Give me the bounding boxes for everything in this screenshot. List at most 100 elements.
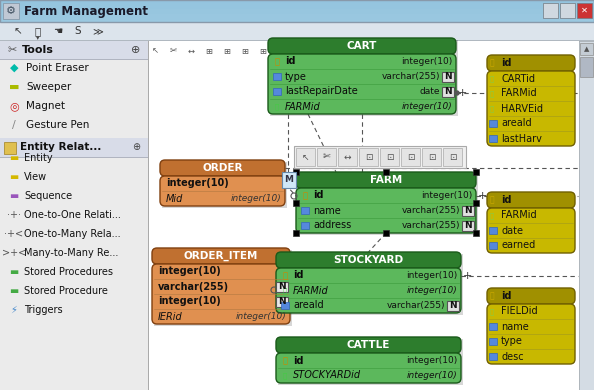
Bar	[442, 87, 454, 96]
FancyBboxPatch shape	[276, 353, 461, 383]
Bar	[380, 148, 399, 166]
Text: id: id	[501, 195, 511, 205]
Text: Stored Procedure: Stored Procedure	[24, 286, 108, 296]
Text: ·+·: ·+·	[7, 210, 21, 220]
Text: lastHarv: lastHarv	[501, 133, 542, 144]
Text: Stored Procedures: Stored Procedures	[24, 267, 113, 277]
Bar	[489, 353, 497, 360]
Text: lastRepairDate: lastRepairDate	[285, 87, 358, 96]
Bar	[317, 148, 336, 166]
Text: Tools: Tools	[22, 45, 54, 55]
Bar	[0, 12, 594, 13]
Bar	[273, 73, 281, 80]
Text: id: id	[501, 58, 511, 68]
Text: integer(10): integer(10)	[406, 286, 457, 295]
FancyBboxPatch shape	[487, 192, 575, 208]
Bar	[270, 40, 458, 116]
Bar	[0, 1, 594, 2]
Bar	[293, 230, 299, 236]
Text: IERid: IERid	[158, 312, 183, 321]
Bar	[489, 135, 497, 142]
Text: varchar(255): varchar(255)	[402, 206, 460, 215]
Bar	[0, 2, 594, 3]
Text: N: N	[278, 282, 286, 291]
Text: ⊞: ⊞	[206, 46, 213, 55]
Text: Sweeper: Sweeper	[26, 82, 71, 92]
Bar	[0, 9, 594, 10]
Bar	[560, 3, 575, 18]
Bar	[0, 18, 594, 19]
Bar	[473, 200, 479, 206]
Text: N: N	[444, 72, 452, 81]
Text: integer(10): integer(10)	[421, 191, 472, 200]
Text: Gesture Pen: Gesture Pen	[26, 120, 89, 130]
Text: integer(10): integer(10)	[401, 57, 452, 66]
Text: ⊞: ⊞	[295, 46, 302, 55]
Text: Mid: Mid	[166, 193, 184, 204]
Text: ⊡: ⊡	[407, 152, 414, 161]
Bar	[0, 20, 594, 21]
FancyBboxPatch shape	[296, 188, 476, 233]
Text: varchar(255): varchar(255)	[387, 301, 445, 310]
Text: FARM: FARM	[370, 175, 402, 185]
Bar	[282, 172, 296, 188]
Text: 🔒: 🔒	[35, 26, 41, 36]
Text: 🔑: 🔑	[302, 191, 308, 200]
Text: varchar(255): varchar(255)	[402, 221, 460, 230]
Bar	[0, 41, 148, 60]
Circle shape	[455, 91, 459, 95]
Text: integer(10): integer(10)	[402, 102, 452, 111]
Text: date: date	[419, 87, 440, 96]
Text: ▬: ▬	[10, 267, 18, 277]
Text: ⊡: ⊡	[365, 152, 372, 161]
FancyBboxPatch shape	[276, 252, 461, 268]
Text: ▲: ▲	[584, 46, 590, 52]
Bar	[281, 302, 289, 309]
Text: ✄: ✄	[169, 46, 176, 55]
Bar	[0, 157, 148, 158]
Bar	[473, 169, 479, 175]
Text: Magnet: Magnet	[26, 101, 65, 111]
FancyBboxPatch shape	[296, 172, 476, 188]
Text: ◆: ◆	[10, 63, 18, 73]
Text: 🔑: 🔑	[490, 105, 494, 112]
Text: View: View	[24, 172, 47, 182]
Text: HARVEid: HARVEid	[501, 103, 543, 113]
Bar	[0, 3, 594, 4]
Bar	[422, 148, 441, 166]
Text: id: id	[501, 291, 511, 301]
Text: 🔑: 🔑	[490, 212, 494, 219]
Text: +: +	[463, 271, 472, 281]
Bar	[489, 227, 497, 234]
Text: M: M	[285, 176, 293, 184]
Text: ⊞: ⊞	[277, 46, 285, 55]
Bar	[338, 148, 357, 166]
Text: ORDER: ORDER	[202, 163, 243, 173]
Text: integer(10): integer(10)	[158, 296, 221, 307]
Bar	[0, 21, 594, 22]
Bar	[294, 146, 466, 168]
Text: integer(10): integer(10)	[230, 194, 281, 203]
Text: ↔: ↔	[344, 152, 351, 161]
Text: ✕: ✕	[581, 6, 588, 15]
Bar	[0, 4, 594, 5]
Text: Farm Management: Farm Management	[24, 5, 148, 18]
FancyBboxPatch shape	[152, 264, 290, 324]
Text: STOCKYARD: STOCKYARD	[333, 255, 403, 265]
Text: ▾: ▾	[36, 35, 40, 41]
Text: One-to-One Relati...: One-to-One Relati...	[24, 210, 121, 220]
Text: CART: CART	[347, 41, 377, 51]
Bar	[442, 71, 454, 82]
Text: Point Eraser: Point Eraser	[26, 63, 89, 73]
FancyBboxPatch shape	[487, 71, 575, 146]
Text: ▬: ▬	[10, 286, 18, 296]
Text: FIELDid: FIELDid	[501, 307, 538, 317]
Text: 🔑: 🔑	[274, 57, 280, 66]
Text: ORDER_ITEM: ORDER_ITEM	[184, 251, 258, 261]
Text: Triggers: Triggers	[24, 305, 62, 315]
Text: ⊡: ⊡	[428, 152, 435, 161]
Text: earned: earned	[501, 241, 535, 250]
Text: ⊡: ⊡	[448, 152, 456, 161]
Text: +: +	[478, 191, 487, 201]
FancyBboxPatch shape	[268, 38, 456, 54]
